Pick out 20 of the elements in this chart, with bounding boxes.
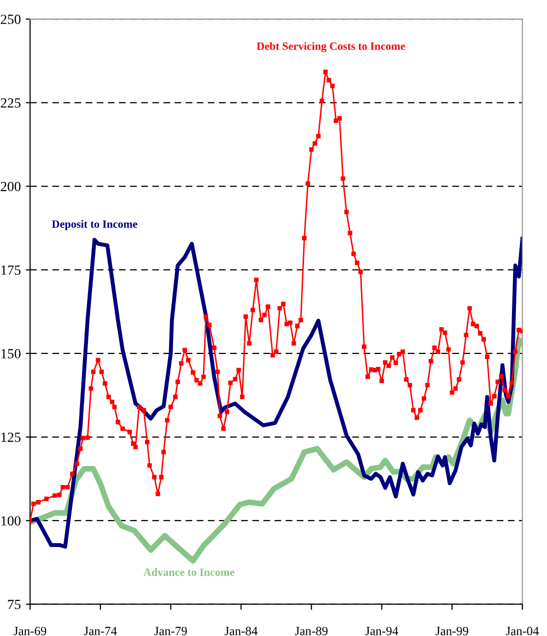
y-tick-label: 175 <box>1 265 21 275</box>
x-tick-label: Jan-89 <box>295 626 328 636</box>
x-tick-label: Jan-79 <box>154 626 187 636</box>
x-tick-label: Jan-99 <box>436 626 468 636</box>
series-label: Advance to Income <box>143 568 234 576</box>
x-tick-label: Jan-94 <box>365 626 398 636</box>
y-tick-label: 250 <box>0 14 21 24</box>
series-label: Deposit to Income <box>52 220 138 230</box>
text: Debt Servicing Costs to Income <box>256 42 405 52</box>
x-tick-label: Jan-04 <box>506 626 539 636</box>
y-tick-label: 75 <box>8 600 21 610</box>
y-tick-label: 150 <box>1 349 21 358</box>
y-tick-label: 100 <box>1 516 21 526</box>
x-tick-label: Jan-69 <box>14 626 46 636</box>
x-tick-label: Jan-74 <box>84 626 117 636</box>
y-tick-label: 225 <box>0 98 21 108</box>
y-tick-label: 125 <box>1 432 21 442</box>
line-series <box>30 236 522 549</box>
y-tick-label: 200 <box>0 182 21 192</box>
x-tick-label: Jan-84 <box>224 626 258 636</box>
